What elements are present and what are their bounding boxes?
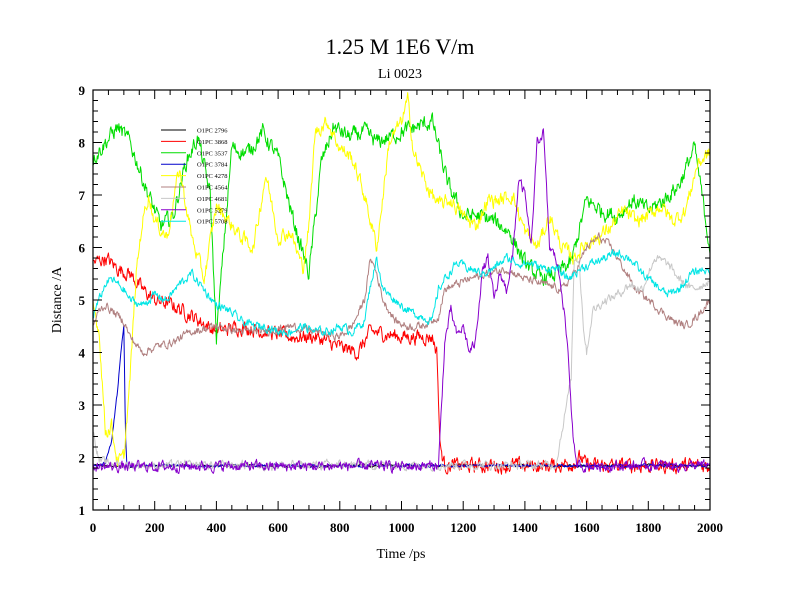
chart-title: 1.25 M 1E6 V/m	[326, 34, 475, 59]
x-tick-label: 600	[268, 520, 288, 535]
x-tick-label: 1600	[574, 520, 600, 535]
x-axis: 0 200 400 600 800 1000 1200 1400 1600 1800 2000	[90, 90, 723, 535]
series-line-o1pc-4278	[92, 92, 711, 467]
series-line-o1pc-5279	[92, 128, 711, 474]
x-tick-label: 2000	[697, 520, 723, 535]
legend-label: O1PC 4278	[197, 173, 228, 180]
x-tick-label: 200	[145, 520, 165, 535]
x-tick-label: 800	[330, 520, 350, 535]
legend-label: O1PC 5708	[197, 219, 228, 226]
y-tick-label: 7	[79, 188, 86, 203]
y-axis-label: Distance /A	[50, 266, 65, 333]
y-tick-label: 3	[79, 398, 86, 413]
series-line-o1pc-4681	[92, 255, 711, 472]
legend-label: O1PC 4681	[197, 196, 228, 203]
series-line-o1pc-3868	[92, 252, 711, 475]
legend-label: O1PC 3537	[197, 150, 228, 157]
y-tick-label: 9	[79, 83, 86, 98]
series-line-o1pc-3537	[92, 112, 711, 345]
y-tick-label: 4	[79, 346, 86, 361]
series-line-o1pc-4564	[93, 232, 711, 357]
y-tick-label: 8	[79, 136, 86, 151]
plot-series	[92, 92, 711, 475]
series-line-o1pc-5708	[92, 249, 711, 338]
y-tick-label: 1	[79, 503, 86, 518]
x-tick-label: 400	[207, 520, 227, 535]
x-tick-label: 1200	[450, 520, 476, 535]
legend-label: O1PC 3868	[197, 139, 228, 146]
y-axis: 1 2 3 4 5 6 7 8 9	[79, 83, 710, 518]
x-tick-label: 1000	[389, 520, 415, 535]
x-axis-label: Time /ps	[377, 547, 426, 562]
x-tick-label: 0	[90, 520, 97, 535]
legend-label: O1PC 5279	[197, 207, 228, 214]
y-tick-label: 6	[79, 241, 86, 256]
legend-label: O1PC 3784	[197, 162, 228, 169]
x-tick-label: 1400	[512, 520, 538, 535]
series-line-o1pc-3784	[92, 325, 711, 469]
legend-label: O1PC 2796	[197, 128, 228, 135]
legend-label: O1PC 4564	[197, 185, 228, 192]
legend: O1PC 2796 O1PC 3868 O1PC 3537 O1PC 3784 O1PC…	[161, 128, 228, 226]
chart-subtitle: Li 0023	[378, 67, 422, 82]
y-tick-label: 5	[79, 293, 86, 308]
y-tick-label: 2	[79, 451, 86, 466]
x-tick-label: 1800	[635, 520, 661, 535]
